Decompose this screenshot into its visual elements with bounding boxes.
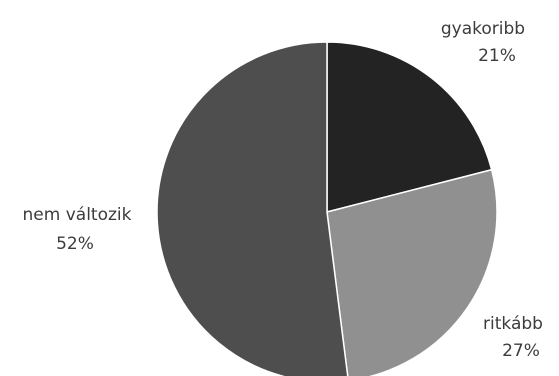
slice-value-nem-valtozik: 52% xyxy=(56,234,94,254)
pie-slice-ritkabb xyxy=(326,168,498,376)
slice-label-ritkabb: ritkább xyxy=(483,314,543,334)
slice-label-nem-valtozik: nem változik xyxy=(23,205,132,225)
pie-slice-gyakoribb xyxy=(326,41,493,213)
slice-value-gyakoribb: 21% xyxy=(478,46,516,66)
pie-slices xyxy=(156,41,498,376)
slice-value-ritkabb: 27% xyxy=(502,341,540,361)
pie-slice-nem-valtozik xyxy=(156,41,349,376)
slice-label-gyakoribb: gyakoribb xyxy=(441,19,525,39)
